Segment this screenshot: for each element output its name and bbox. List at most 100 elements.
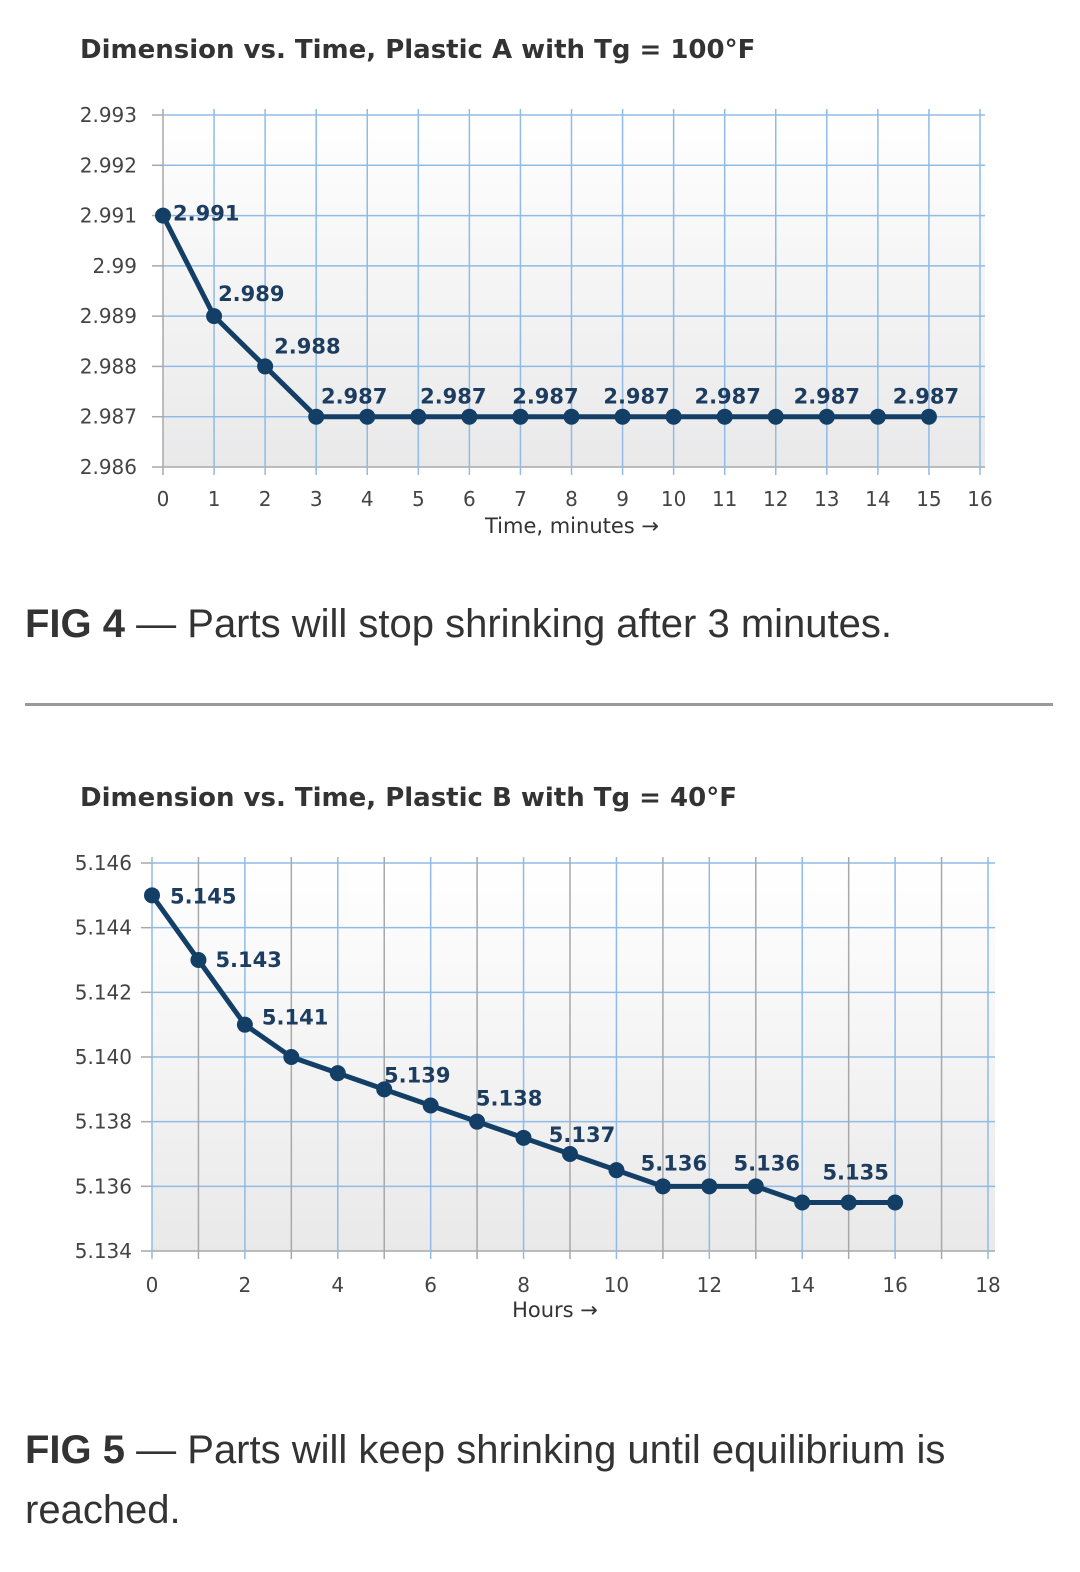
data-point [410, 408, 427, 425]
y-tick-label: 2.991 [80, 204, 137, 228]
data-point [608, 1162, 625, 1179]
y-tick-label: 5.144 [75, 916, 132, 940]
data-label: 2.987 [794, 385, 860, 409]
data-point [562, 1146, 578, 1162]
x-tick-label: 11 [712, 487, 737, 511]
x-tick-label: 2 [259, 487, 272, 511]
data-point [818, 408, 835, 425]
y-tick-label: 5.138 [75, 1110, 132, 1134]
data-label: 5.136 [641, 1151, 707, 1175]
x-tick-label: 12 [763, 487, 788, 511]
y-tick-label: 2.992 [80, 153, 137, 177]
data-point [206, 308, 223, 325]
data-point [329, 1065, 346, 1082]
data-label: 5.139 [384, 1063, 450, 1087]
x-tick-label: 9 [616, 487, 629, 511]
data-point [155, 207, 171, 224]
data-point [716, 408, 733, 425]
data-point [701, 1178, 718, 1195]
data-point [767, 408, 784, 425]
data-label: 5.135 [822, 1161, 888, 1185]
fig5-text: — Parts will keep shrinking until equili… [25, 1428, 946, 1532]
data-point [461, 408, 478, 425]
y-tick-label: 2.986 [80, 455, 137, 479]
data-point [515, 1129, 532, 1146]
x-tick-label: 7 [514, 487, 527, 511]
x-axis-title: Hours → [512, 1298, 598, 1322]
data-point [665, 408, 682, 425]
y-tick-label: 2.993 [80, 103, 137, 127]
chart-title: Dimension vs. Time, Plastic A with Tg = … [80, 35, 755, 65]
x-tick-label: 6 [463, 487, 476, 511]
data-label: 2.987 [893, 385, 959, 409]
data-label: 5.141 [262, 1006, 328, 1030]
data-label: 5.136 [734, 1151, 800, 1175]
x-tick-label: 8 [517, 1273, 530, 1297]
data-point [283, 1049, 300, 1065]
x-tick-label: 18 [975, 1273, 1000, 1297]
data-point [840, 1194, 857, 1211]
fig4-label: FIG 4 [25, 602, 126, 646]
x-tick-label: 4 [331, 1273, 344, 1297]
series-line [160, 214, 929, 420]
plot-background [163, 115, 985, 467]
divider [25, 703, 1053, 706]
chart-title: Dimension vs. Time, Plastic B with Tg = … [80, 783, 737, 813]
data-point [236, 1016, 253, 1033]
x-tick-label: 6 [424, 1273, 437, 1297]
data-label: 5.145 [170, 884, 236, 908]
x-tick-label: 4 [361, 487, 374, 511]
x-tick-label: 0 [146, 1273, 159, 1297]
x-tick-label: 10 [604, 1273, 629, 1297]
data-point [563, 408, 580, 425]
y-tick-label: 5.140 [75, 1045, 132, 1069]
x-tick-label: 16 [967, 487, 992, 511]
y-tick-label: 5.134 [75, 1239, 132, 1263]
fig5-label: FIG 5 [25, 1428, 126, 1472]
data-point [614, 408, 631, 425]
data-point [190, 952, 207, 968]
data-label: 2.987 [321, 385, 387, 409]
data-label: 2.987 [420, 385, 486, 409]
data-point [308, 408, 325, 425]
data-point [422, 1097, 439, 1114]
x-tick-label: 15 [916, 487, 941, 511]
x-tick-label: 2 [239, 1273, 252, 1297]
data-label: 2.989 [218, 282, 284, 306]
data-label: 5.137 [549, 1123, 615, 1147]
y-tick-label: 2.987 [80, 405, 137, 429]
data-point [376, 1081, 393, 1098]
fig4-caption: FIG 4 — Parts will stop shrinking after … [25, 594, 1035, 654]
y-tick-label: 5.142 [75, 980, 132, 1004]
data-label: 5.138 [476, 1087, 542, 1111]
fig5-caption: FIG 5 — Parts will keep shrinking until … [25, 1420, 1035, 1540]
data-label: 2.991 [173, 202, 239, 226]
data-point [512, 408, 529, 425]
fig4-text: — Parts will stop shrinking after 3 minu… [125, 602, 892, 646]
x-tick-label: 12 [697, 1273, 722, 1297]
data-label: 2.987 [694, 385, 760, 409]
data-label: 2.987 [512, 385, 578, 409]
charts-canvas: Dimension vs. Time, Plastic A with Tg = … [75, 35, 1001, 1322]
data-point [359, 408, 376, 425]
data-point [920, 408, 937, 425]
y-tick-label: 2.989 [80, 304, 137, 328]
data-point [794, 1194, 811, 1211]
x-tick-label: 1 [208, 487, 221, 511]
y-tick-label: 2.988 [80, 354, 137, 378]
y-tick-label: 2.99 [92, 254, 137, 278]
y-tick-label: 5.146 [75, 851, 132, 875]
x-tick-label: 5 [412, 487, 425, 511]
data-point [654, 1178, 671, 1195]
x-tick-label: 14 [865, 487, 890, 511]
x-tick-label: 3 [310, 487, 323, 511]
data-point [887, 1194, 904, 1211]
x-tick-label: 14 [789, 1273, 814, 1297]
x-tick-label: 16 [882, 1273, 907, 1297]
data-point [144, 887, 160, 904]
x-tick-label: 13 [814, 487, 839, 511]
x-axis-title: Time, minutes → [484, 514, 659, 538]
x-tick-label: 0 [157, 487, 170, 511]
data-point [747, 1178, 764, 1195]
data-point [257, 358, 274, 375]
